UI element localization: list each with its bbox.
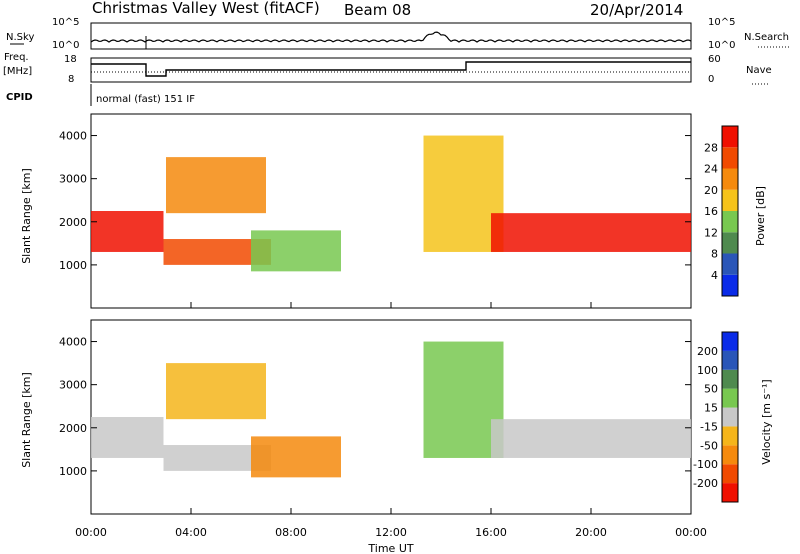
nave-label: Nave xyxy=(746,65,772,76)
velocity-y-tick-label: 2000 xyxy=(59,422,87,435)
nave-tick-top: 60 xyxy=(708,54,721,65)
nsky-tick-top: 10^5 xyxy=(52,17,79,28)
power-colorbar-segment xyxy=(722,189,738,211)
freq-series xyxy=(91,61,691,77)
cpid-label: CPID xyxy=(6,92,33,103)
velocity-colorbar-tick-label: -15 xyxy=(700,420,718,433)
power-y-tick-label: 2000 xyxy=(59,216,87,229)
velocity-data-layer xyxy=(91,341,691,478)
velocity-ylabel: Slant Range [km] xyxy=(20,372,33,468)
freq-tick-top: 18 xyxy=(64,54,77,65)
date-label: 20/Apr/2014 xyxy=(590,1,683,19)
velocity-colorbar-tick-label: 15 xyxy=(704,402,718,415)
nsearch-tick-bottom: 10^0 xyxy=(708,40,735,51)
velocity-colorbar-frame xyxy=(721,331,739,503)
velocity-colorbar-segment xyxy=(722,369,738,389)
velocity-colorbar-tick-label: 200 xyxy=(697,345,718,358)
power-colorbar-tick-label: 16 xyxy=(704,205,718,218)
time-x-ticks: 00:00 04:00 08:00 12:00 16:00 20:00 00:00 xyxy=(75,302,707,539)
velocity-colorbar-segment xyxy=(722,407,738,427)
power-colorbar-segment xyxy=(722,274,738,296)
power-colorbar-tick-label: 12 xyxy=(704,226,718,239)
velocity-colorbar-tick-label: 50 xyxy=(704,383,718,396)
nsearch-tick-top: 10^5 xyxy=(708,17,735,28)
power-echo-region xyxy=(91,211,164,252)
velocity-y-ticks: 1000 2000 3000 4000 xyxy=(59,336,691,478)
power-colorbar-segment xyxy=(722,147,738,169)
x-tick-label: 16:00 xyxy=(475,526,507,539)
x-tick-label: 00:00 xyxy=(75,526,107,539)
power-colorbar-tick-label: 24 xyxy=(704,163,718,176)
power-colorbar-segment xyxy=(722,168,738,190)
velocity-colorbar-segment xyxy=(722,483,738,502)
cpid-mode: normal (fast) 151 IF xyxy=(96,94,195,105)
power-echo-region xyxy=(491,213,691,252)
velocity-echo-region xyxy=(166,363,266,420)
power-colorbar-segment xyxy=(722,253,738,275)
power-colorbar: 28 24 20 16 12 8 4 xyxy=(704,125,739,297)
power-colorbar-tick-label: 4 xyxy=(711,269,718,282)
nave-tick-bottom: 0 xyxy=(708,74,714,85)
nsky-label: N.Sky xyxy=(6,32,34,43)
velocity-colorbar-tick-label: 100 xyxy=(697,364,718,377)
velocity-colorbar-segment xyxy=(722,332,738,351)
power-colorbar-tick-label: 8 xyxy=(711,248,718,261)
power-colorbar-segment xyxy=(722,126,738,148)
velocity-echo-region xyxy=(251,436,341,478)
freq-tick-bottom: 8 xyxy=(68,74,74,85)
velocity-y-tick-label: 1000 xyxy=(59,465,87,478)
freq-panel-frame xyxy=(90,57,692,83)
power-y-tick-label: 4000 xyxy=(59,130,87,143)
power-colorbar-frame xyxy=(721,125,739,297)
power-y-ticks: 1000 2000 3000 4000 xyxy=(59,130,691,272)
power-colorbar-segment xyxy=(722,211,738,233)
power-colorbar-segment xyxy=(722,232,738,254)
beam-label: Beam 08 xyxy=(344,1,411,19)
nsky-series xyxy=(90,31,692,49)
x-axis-label: Time UT xyxy=(367,542,413,554)
nsky-panel-frame xyxy=(90,22,692,50)
power-colorbar-label: Power [dB] xyxy=(754,186,767,246)
velocity-colorbar-segment xyxy=(722,426,738,446)
station-title: Christmas Valley West (fitACF) xyxy=(92,0,320,17)
velocity-y-tick-label: 4000 xyxy=(59,336,87,349)
velocity-colorbar-segment xyxy=(722,388,738,408)
x-tick-label: 20:00 xyxy=(575,526,607,539)
freq-label-2: [MHz] xyxy=(3,66,32,77)
power-echo-region xyxy=(423,135,504,252)
velocity-colorbar-tick-label: -100 xyxy=(693,458,718,471)
velocity-y-tick-label: 3000 xyxy=(59,379,87,392)
freq-trace xyxy=(91,61,691,77)
nsearch-label: N.Search xyxy=(744,32,789,43)
velocity-echo-region xyxy=(423,341,504,458)
velocity-colorbar-segment xyxy=(722,464,738,484)
velocity-colorbar-segment xyxy=(722,445,738,465)
velocity-echo-region xyxy=(91,417,164,458)
x-tick-label: 12:00 xyxy=(375,526,407,539)
power-echo-region xyxy=(166,157,266,214)
power-colorbar-tick-label: 20 xyxy=(704,184,718,197)
power-y-tick-label: 3000 xyxy=(59,173,87,186)
velocity-colorbar-tick-label: -200 xyxy=(693,477,718,490)
velocity-colorbar-tick-label: -50 xyxy=(700,439,718,452)
power-colorbar-tick-label: 28 xyxy=(704,141,718,154)
power-data-layer xyxy=(91,135,691,272)
nsky-tick-bottom: 10^0 xyxy=(52,40,79,51)
power-y-tick-label: 1000 xyxy=(59,259,87,272)
power-echo-region xyxy=(251,230,341,272)
velocity-echo-region xyxy=(491,419,691,458)
velocity-colorbar-label: Velocity [m s⁻¹] xyxy=(760,379,773,464)
velocity-colorbar: 200 100 50 15 -15 -50 -100 -200 xyxy=(693,331,739,503)
x-tick-label: 08:00 xyxy=(275,526,307,539)
freq-label-1: Freq. xyxy=(4,52,29,63)
power-ylabel: Slant Range [km] xyxy=(20,168,33,264)
x-tick-label: 00:00 xyxy=(675,526,707,539)
x-tick-label: 04:00 xyxy=(175,526,207,539)
velocity-colorbar-segment xyxy=(722,350,738,370)
nsky-trace xyxy=(90,31,692,43)
